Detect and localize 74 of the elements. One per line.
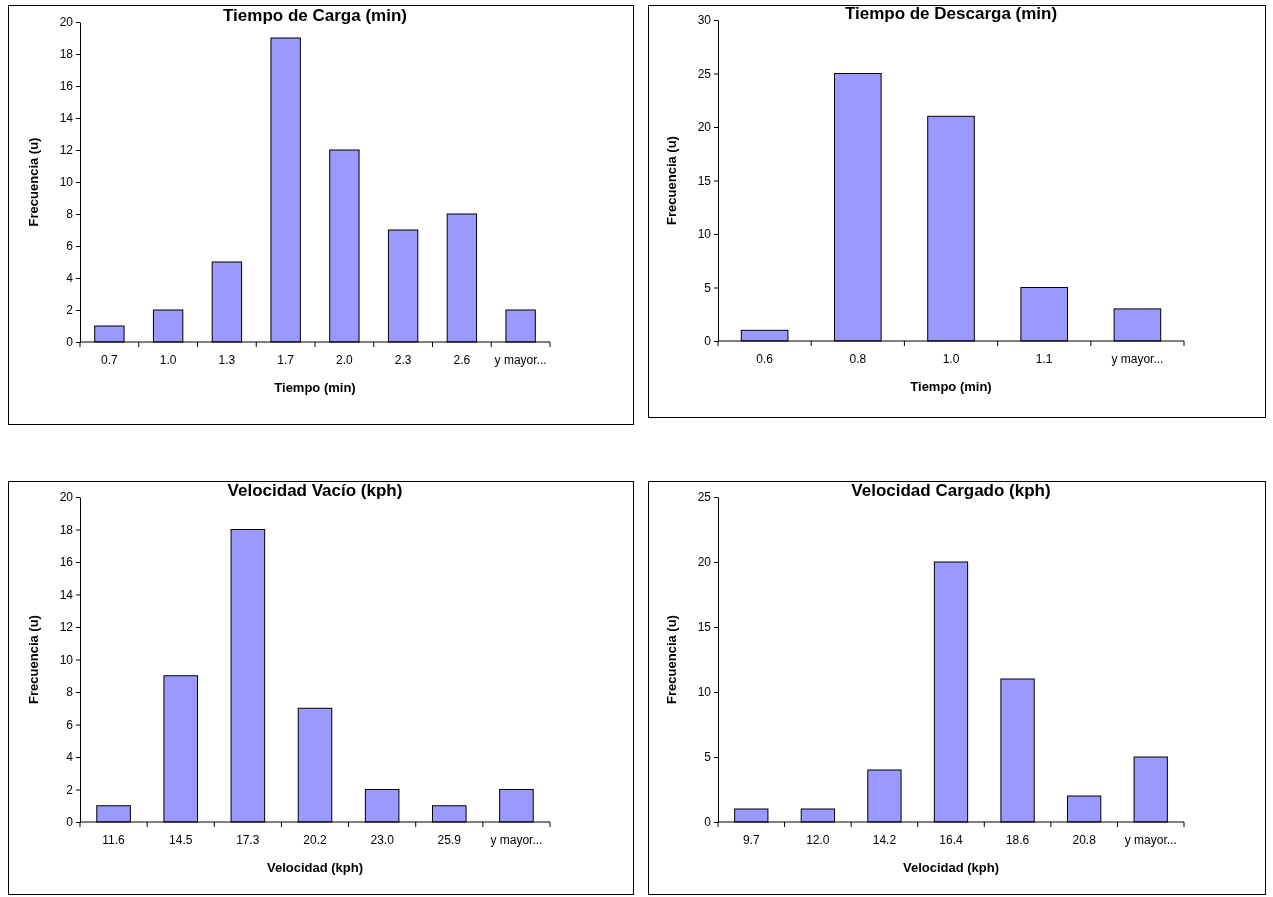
y-tick-label: 16	[59, 555, 74, 570]
y-tick-label: 12	[59, 143, 74, 158]
x-tick-label: 20.2	[303, 833, 327, 847]
y-tick-label: 8	[66, 207, 74, 222]
x-tick-label: 2.0	[336, 353, 354, 367]
x-tick-label: 14.5	[169, 833, 193, 847]
x-axis-title: Velocidad (kph)	[902, 860, 1000, 875]
y-tick-label: 6	[66, 239, 74, 254]
x-axis-title: Tiempo (min)	[274, 380, 356, 395]
y-axis-title: Frecuencia (u)	[664, 136, 679, 225]
y-tick-label: 25	[697, 490, 712, 505]
y-tick-label: 0	[704, 815, 712, 830]
x-tick-label: 1.0	[942, 352, 960, 366]
x-tick-label: 0.7	[101, 353, 119, 367]
y-tick-label: 4	[66, 750, 74, 765]
y-tick-label: 5	[704, 280, 712, 295]
x-tick-label: 14.2	[872, 833, 897, 847]
y-tick-label: 18	[59, 522, 74, 537]
x-tick-label: y mayor...	[490, 833, 543, 847]
chart-title: Tiempo de Carga (min)	[223, 6, 407, 25]
y-tick-label: 15	[697, 620, 712, 635]
x-tick-label: 18.6	[1005, 833, 1030, 847]
x-tick-label: 25.9	[437, 833, 462, 847]
y-tick-label: 10	[59, 175, 74, 190]
x-tick-label: 1.3	[218, 353, 236, 367]
y-tick-label: 0	[704, 334, 712, 349]
x-tick-label: y mayor...	[1111, 352, 1164, 366]
x-tick-label: 11.6	[102, 833, 126, 847]
y-axis-title: Frecuencia (u)	[26, 615, 41, 704]
y-tick-label: 20	[697, 555, 712, 570]
x-tick-label: 1.1	[1035, 352, 1053, 366]
y-tick-label: 14	[59, 111, 74, 126]
y-axis-title: Frecuencia (u)	[664, 615, 679, 704]
y-tick-label: 10	[59, 652, 74, 667]
y-tick-label: 0	[66, 815, 74, 830]
x-tick-label: 2.3	[394, 353, 412, 367]
x-tick-label: 2.6	[453, 353, 471, 367]
chart-title: Velocidad Cargado (kph)	[851, 481, 1051, 500]
y-tick-label: 2	[66, 782, 74, 797]
y-tick-label: 12	[59, 620, 74, 635]
chart-title: Tiempo de Descarga (min)	[844, 4, 1058, 23]
y-tick-label: 2	[66, 303, 74, 318]
y-tick-label: 6	[66, 717, 74, 732]
chart-title: Velocidad Vacío (kph)	[227, 481, 403, 500]
y-tick-label: 10	[697, 685, 712, 700]
x-tick-label: 17.3	[236, 833, 260, 847]
y-tick-label: 16	[59, 79, 74, 94]
x-tick-label: 1.0	[159, 353, 177, 367]
x-tick-label: 12.0	[806, 833, 830, 847]
y-tick-label: 20	[59, 490, 74, 505]
x-tick-label: y mayor...	[494, 353, 547, 367]
y-tick-label: 14	[59, 587, 74, 602]
y-tick-label: 8	[66, 685, 74, 700]
x-tick-label: 16.4	[939, 833, 963, 847]
y-axis-title: Frecuencia (u)	[26, 137, 41, 227]
y-tick-label: 10	[697, 227, 712, 242]
y-tick-label: 15	[697, 173, 712, 188]
x-tick-label: 1.7	[277, 353, 295, 367]
x-tick-label: 0.8	[849, 352, 867, 366]
y-tick-label: 25	[697, 66, 712, 81]
y-tick-label: 4	[66, 271, 74, 286]
x-tick-label: 23.0	[370, 833, 395, 847]
x-axis-title: Velocidad (kph)	[266, 860, 364, 875]
x-axis-title: Tiempo (min)	[910, 379, 992, 394]
y-tick-label: 0	[66, 335, 74, 350]
x-tick-label: 20.8	[1072, 833, 1097, 847]
y-tick-label: 20	[59, 15, 74, 30]
x-tick-label: y mayor...	[1124, 833, 1177, 847]
x-tick-label: 9.7	[742, 833, 760, 847]
y-tick-label: 5	[704, 750, 712, 765]
y-tick-label: 20	[697, 120, 712, 135]
x-tick-label: 0.6	[756, 352, 774, 366]
y-tick-label: 18	[59, 47, 74, 62]
y-tick-label: 30	[697, 13, 712, 28]
